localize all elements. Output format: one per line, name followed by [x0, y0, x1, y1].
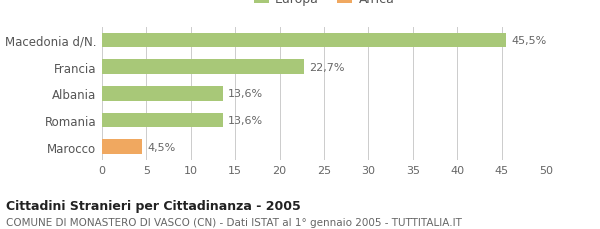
Bar	[102, 87, 223, 101]
Text: COMUNE DI MONASTERO DI VASCO (CN) - Dati ISTAT al 1° gennaio 2005 - TUTTITALIA.I: COMUNE DI MONASTERO DI VASCO (CN) - Dati…	[6, 218, 462, 227]
Text: Cittadini Stranieri per Cittadinanza - 2005: Cittadini Stranieri per Cittadinanza - 2…	[6, 199, 301, 212]
Legend: Europa, Africa: Europa, Africa	[248, 0, 400, 11]
Text: 13,6%: 13,6%	[228, 89, 263, 99]
Text: 13,6%: 13,6%	[228, 115, 263, 125]
Text: 4,5%: 4,5%	[147, 142, 176, 152]
Text: 22,7%: 22,7%	[309, 62, 344, 72]
Bar	[102, 113, 223, 128]
Bar	[102, 60, 304, 75]
Bar	[102, 140, 142, 154]
Bar	[102, 33, 506, 48]
Text: 45,5%: 45,5%	[511, 36, 547, 46]
